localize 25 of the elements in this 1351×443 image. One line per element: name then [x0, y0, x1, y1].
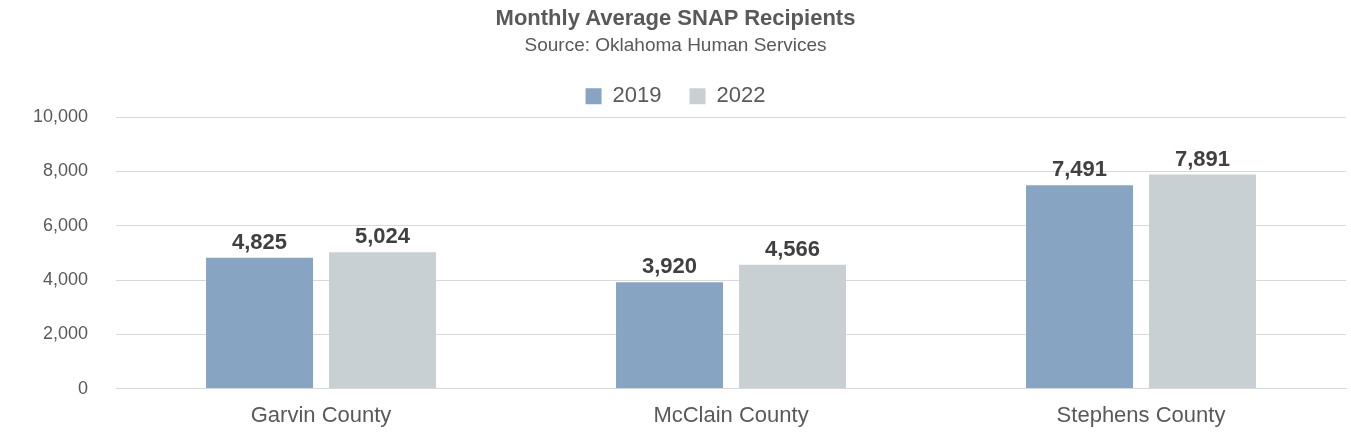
chart-subtitle: Source: Oklahoma Human Services	[524, 34, 827, 56]
x-tick-label: Garvin County	[250, 401, 392, 427]
y-tick-label: 2,000	[43, 323, 89, 344]
data-label: 5,024	[355, 223, 411, 249]
bar	[1026, 185, 1134, 389]
legend-label: 2022	[716, 82, 766, 108]
data-label: 3,920	[642, 253, 698, 279]
bar	[329, 252, 437, 389]
data-label: 7,491	[1051, 156, 1108, 182]
legend-label: 2019	[612, 82, 662, 108]
chart-title: Monthly Average SNAP Recipients	[495, 5, 856, 31]
bar	[616, 282, 724, 389]
x-tick-label: Stephens County	[1056, 401, 1226, 427]
data-label: 4,825	[232, 228, 288, 254]
bar	[1149, 174, 1257, 389]
y-tick-label: 6,000	[43, 214, 89, 235]
data-label: 7,891	[1174, 145, 1231, 171]
y-tick-label: 4,000	[43, 269, 89, 290]
x-tick-label: McClain County	[653, 401, 809, 427]
y-tick-label: 10,000	[32, 106, 89, 127]
y-tick-label: 8,000	[43, 160, 89, 181]
data-label: 4,566	[764, 235, 821, 261]
y-tick-label: 0	[78, 377, 89, 398]
bar	[206, 257, 314, 389]
bar	[739, 264, 847, 389]
